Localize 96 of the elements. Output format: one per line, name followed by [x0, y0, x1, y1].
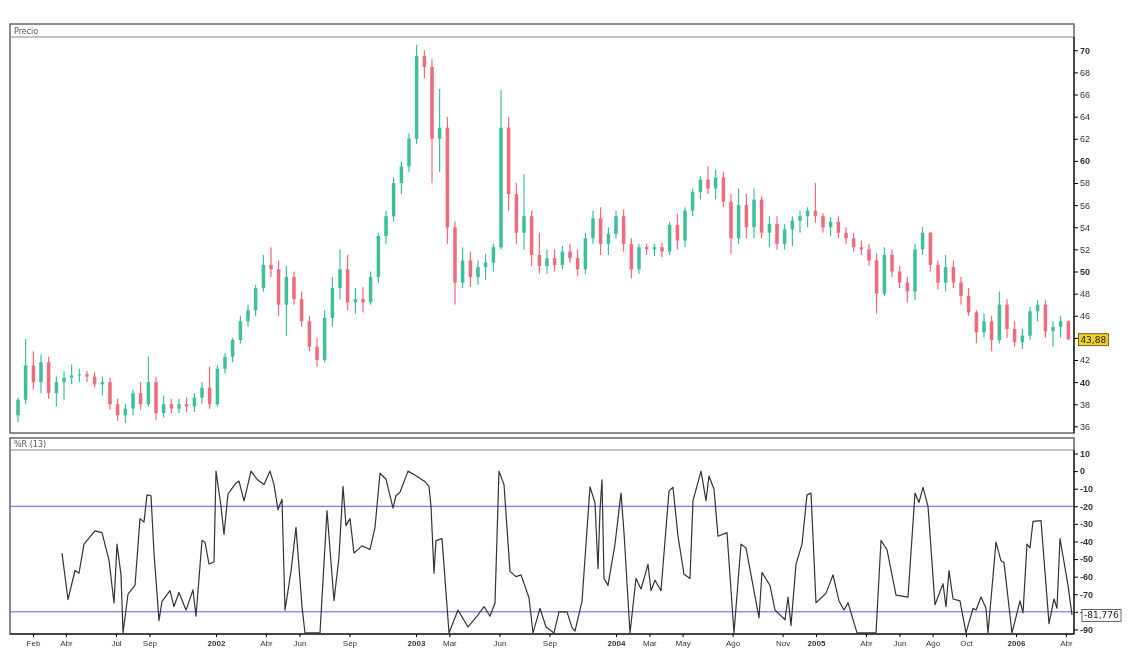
candlestick: [315, 337, 319, 368]
y-tick-label: 48: [1080, 289, 1091, 300]
y-tick-label: 62: [1080, 134, 1091, 145]
x-tick-label: May: [675, 638, 691, 648]
x-tick-label: Feb: [26, 638, 41, 648]
candlestick: [361, 286, 365, 314]
x-tick-label: 2005: [807, 638, 826, 648]
candlestick: [552, 248, 557, 273]
candlestick: [1058, 315, 1063, 339]
candlestick: [338, 248, 342, 300]
y-tick-label: -90: [1080, 624, 1094, 635]
candlestick: [85, 370, 89, 383]
x-tick-label: Abr: [60, 638, 74, 648]
y-tick-label: -10: [1080, 484, 1094, 495]
y-tick-label: 10: [1080, 448, 1091, 459]
candlestick: [200, 381, 204, 405]
candlestick: [982, 312, 986, 339]
y-tick-label: -30: [1080, 519, 1094, 530]
y-tick-label: 46: [1080, 311, 1091, 322]
x-tick-label: Ago: [725, 638, 741, 648]
candlestick: [936, 259, 940, 290]
y-tick-label: 70: [1080, 45, 1091, 56]
x-tick-label: Jun: [293, 638, 307, 648]
y-tick-label: 68: [1080, 67, 1091, 78]
x-tick-label: Oct: [960, 638, 974, 648]
candlestick: [177, 398, 181, 414]
candlestick: [223, 352, 227, 374]
candlestick: [706, 165, 710, 195]
candlestick: [69, 363, 74, 385]
x-tick-label: Abr: [860, 638, 874, 648]
candlestick: [62, 370, 66, 401]
x-tick-label: Abr: [260, 638, 274, 648]
candlestick: [292, 270, 296, 306]
x-tick-label: Mar: [643, 638, 658, 648]
y-tick-label: 42: [1080, 355, 1091, 366]
candlestick: [16, 397, 20, 423]
candlestick: [890, 248, 894, 278]
candlestick: [568, 243, 572, 264]
chart-title: Precio: [14, 27, 39, 36]
candlestick: [384, 210, 388, 245]
x-tick-label: Nov: [775, 638, 791, 648]
x-tick-label: Sep: [542, 638, 558, 648]
candlestick: [269, 246, 273, 278]
candlestick: [476, 259, 480, 286]
chart-title: %R (13): [14, 440, 47, 449]
y-tick-label: 50: [1080, 266, 1091, 277]
candlestick: [775, 215, 779, 250]
candlestick: [545, 248, 549, 275]
y-tick-label: 58: [1080, 178, 1091, 189]
candlestick: [614, 210, 618, 239]
candlestick: [660, 242, 664, 258]
candlestick: [1051, 320, 1055, 348]
x-tick-label: Jun: [493, 638, 507, 648]
x-tick-label: Jul: [111, 638, 122, 648]
y-tick-label: 52: [1080, 244, 1091, 255]
candlestick: [131, 389, 135, 416]
candlestick: [591, 210, 595, 245]
candlestick: [522, 173, 526, 250]
candlestick: [637, 243, 641, 275]
candlestick: [246, 304, 250, 328]
candlestick: [844, 226, 848, 245]
y-tick-label: -20: [1080, 501, 1094, 512]
y-tick-label: 0: [1080, 466, 1086, 477]
candlestick: [108, 377, 112, 411]
y-tick-label: 40: [1080, 377, 1091, 388]
y-tick-label: -60: [1080, 572, 1094, 583]
candlestick: [782, 223, 787, 250]
x-tick-label: Jun: [893, 638, 907, 648]
candlestick: [460, 246, 465, 289]
x-tick-label: Sep: [342, 638, 358, 648]
x-tick-label: Abr: [1060, 638, 1074, 648]
candlestick: [821, 212, 825, 234]
x-tick-label: Sep: [142, 638, 158, 648]
y-tick-label: 54: [1080, 222, 1091, 233]
annotation: 43,88: [1080, 334, 1107, 345]
y-tick-label: 60: [1080, 156, 1091, 167]
candlestick: [713, 169, 718, 201]
y-tick-label: 64: [1080, 112, 1091, 123]
y-tick-label: 66: [1080, 89, 1091, 100]
y-tick-label: -40: [1080, 536, 1094, 547]
x-tick-label: 2002: [207, 638, 226, 648]
x-tick-label: 2006: [1007, 638, 1026, 648]
y-tick-label: -70: [1080, 589, 1094, 600]
y-tick-label: 38: [1080, 399, 1091, 410]
x-tick-label: 2004: [607, 638, 626, 648]
x-tick-label: Mar: [443, 638, 458, 648]
y-tick-label: 36: [1080, 421, 1091, 432]
candlestick: [959, 276, 963, 306]
y-tick-label: 56: [1080, 200, 1091, 211]
y-tick-label: -50: [1080, 554, 1094, 565]
x-tick-label: 2003: [407, 638, 426, 648]
candlestick: [39, 353, 43, 394]
line-series: [61, 470, 1073, 634]
candlestick: [867, 243, 871, 267]
x-tick-label: Ago: [925, 638, 941, 648]
candlestick: [798, 210, 802, 234]
